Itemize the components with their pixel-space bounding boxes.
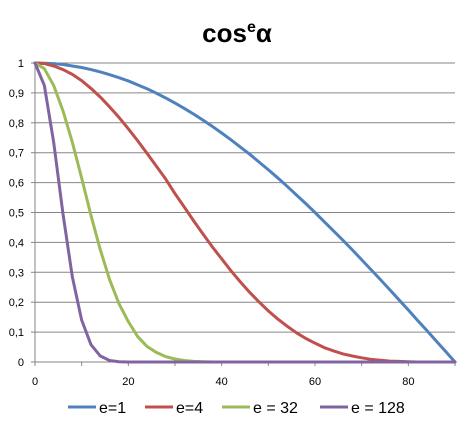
tick-labels: 0 0,1 0,2 0,3 0,4 0,5 0,6 0,7 0,8 0,9 1 0 20 40 60 80 (9, 58, 415, 388)
series-line-1 (33, 61, 457, 364)
grid-lines (35, 62, 455, 333)
chart-title: coseα (202, 18, 272, 48)
x-tick-label: 40 (216, 376, 228, 388)
axes (31, 62, 456, 366)
x-tick-label: 80 (402, 376, 414, 388)
x-tick-label: 20 (122, 376, 134, 388)
y-tick-label: 0,7 (9, 148, 24, 160)
y-tick-label: 1 (18, 58, 24, 70)
series-line-4 (33, 61, 457, 364)
legend-label-2: e=4 (176, 400, 203, 417)
y-tick-label: 0,5 (9, 208, 24, 220)
x-tick-label: 0 (32, 376, 38, 388)
y-tick-label: 0,3 (9, 267, 24, 279)
legend-label-3: e = 32 (253, 400, 298, 417)
y-tick-label: 0,1 (9, 327, 24, 339)
legend-label-4: e = 128 (351, 400, 405, 417)
legend: e=1 e=4 e = 32 e = 128 (68, 400, 405, 417)
legend-label-1: e=1 (99, 400, 126, 417)
chart-title-superscript: e (247, 19, 256, 36)
x-tick-label: 60 (309, 376, 321, 388)
y-tick-label: 0 (18, 357, 24, 369)
y-tick-label: 0,8 (9, 118, 24, 130)
series-lines (33, 61, 457, 364)
y-tick-label: 0,9 (9, 88, 24, 100)
chart-title-suffix: α (256, 18, 272, 48)
y-tick-label: 0,6 (9, 178, 24, 190)
y-tick-label: 0,4 (9, 237, 24, 249)
y-tick-label: 0,2 (9, 297, 24, 309)
chart-title-base: cos (202, 18, 247, 48)
